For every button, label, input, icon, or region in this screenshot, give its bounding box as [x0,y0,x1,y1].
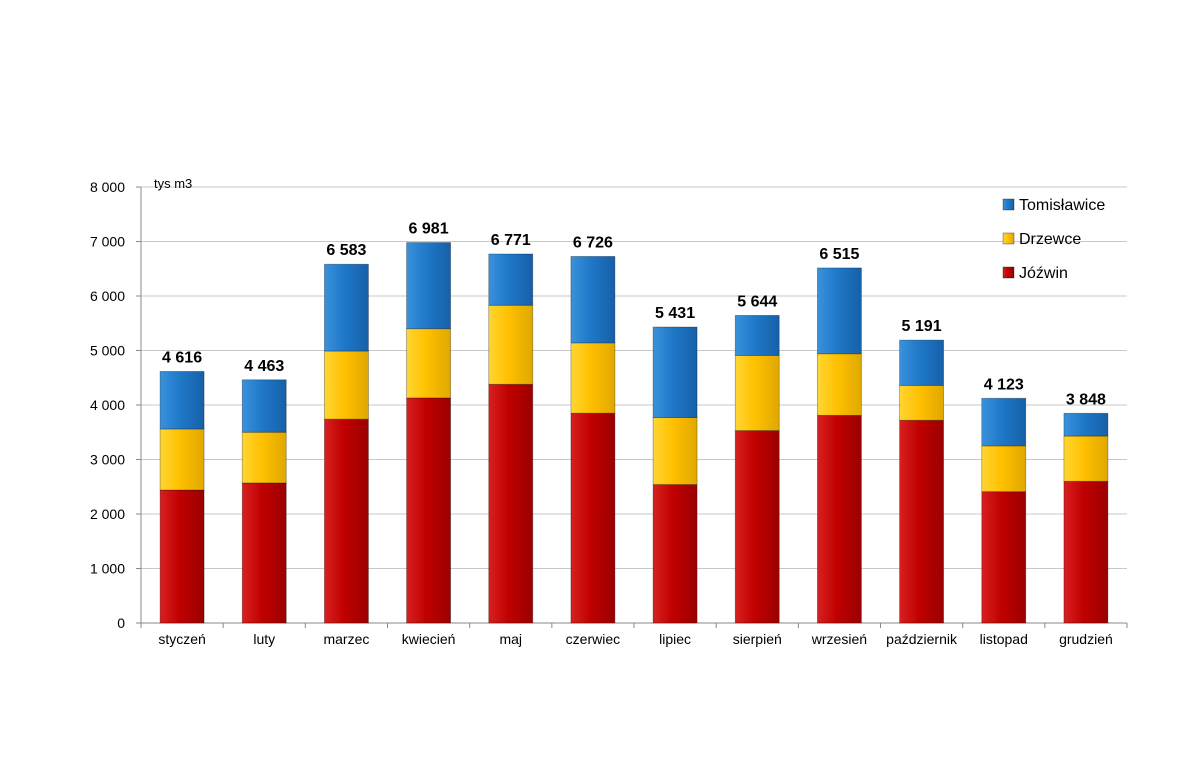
bar-segment [817,353,862,416]
x-category-label: styczeń [158,631,205,647]
axes [136,186,1128,628]
bar-segment [652,326,698,418]
bar-segment [899,339,944,386]
bar-total-label: 6 981 [409,221,449,238]
bar-segment [406,242,451,330]
bar-segment [652,417,698,485]
x-category-label: wrzesień [811,631,867,647]
y-tick-label: 2 000 [90,506,125,522]
x-category-label: lipiec [659,631,691,647]
x-category-label: czerwiec [566,631,620,647]
bar-segment [159,371,205,430]
bar-total-label: 6 515 [819,246,859,263]
x-category-label: kwiecień [402,631,456,647]
y-tick-label: 8 000 [90,179,125,195]
x-category-label: maj [499,631,522,647]
bar-segment [570,412,616,624]
bar-segment [981,397,1027,447]
x-category-label: marzec [323,631,369,647]
bar-segment [734,315,780,356]
x-category-label: grudzień [1059,631,1113,647]
y-tick-label: 6 000 [90,288,125,304]
legend-swatch [1002,232,1015,245]
bar-segment [652,484,698,624]
x-category-label: luty [253,631,275,647]
x-category-label: sierpień [733,631,782,647]
bar-segment [1063,435,1109,482]
bar-segment [899,419,944,624]
x-category-label: listopad [980,631,1028,647]
legend-swatch [1002,198,1015,211]
bar-segment [570,256,616,344]
bar-segment [324,418,369,624]
bar-total-label: 4 123 [984,376,1024,393]
bar-total-label: 3 848 [1066,391,1106,408]
bar-total-label: 6 771 [491,232,531,249]
bar-total-label: 4 616 [162,349,202,366]
y-tick-label: 4 000 [90,397,125,413]
bar-segment [570,342,616,414]
bar-total-label: 4 463 [244,358,284,375]
bar-segment [241,379,287,433]
bar-segment [488,253,534,306]
legend-swatch [1002,266,1015,279]
bar-segment [241,482,287,624]
legend-label: Tomisławice [1019,197,1105,214]
legend-label: Drzewce [1019,231,1081,248]
bar-segment [406,397,451,624]
bar-total-label: 6 726 [573,234,613,251]
legend-label: Jóźwin [1019,265,1068,282]
bar-total-label: 5 191 [902,318,942,335]
bar-segment [981,491,1027,624]
bar-segment [488,304,534,385]
bar-segment [241,431,287,484]
bar-segment [734,430,780,624]
bar-total-label: 5 431 [655,305,695,322]
bar-segment [899,384,944,421]
x-category-label: październik [886,631,958,647]
bar-total-label: 6 583 [326,242,366,259]
bar-total-label: 5 644 [737,293,777,310]
labels: 0 1 000 2 000 3 000 4 000 5 000 6 000 7 000 8 00… [90,179,1113,647]
y-tick-label: 7 000 [90,234,125,250]
bar-segment [488,383,534,624]
bar-segment [1063,412,1109,437]
bar-segment [734,355,780,432]
bar-segment [159,428,205,491]
bar-segment [159,489,205,624]
bar-segment [324,263,369,352]
y-tick-label: 0 [117,615,125,631]
y-tick-label: 1 000 [90,561,125,577]
bar-segment [817,414,862,624]
y-tick-label: 3 000 [90,452,125,468]
bar-segment [817,267,862,355]
y-unit-label: tys m3 [154,176,192,191]
y-tick-label: 5 000 [90,343,125,359]
legend: Tomisławice Drzewce Jóźwin [1002,197,1105,282]
bar-segment [1063,480,1109,624]
bar-segment [981,445,1027,493]
bar-segment [324,350,369,420]
gridlines [141,186,1127,569]
bar-segment [406,328,451,399]
bars [159,242,1109,624]
